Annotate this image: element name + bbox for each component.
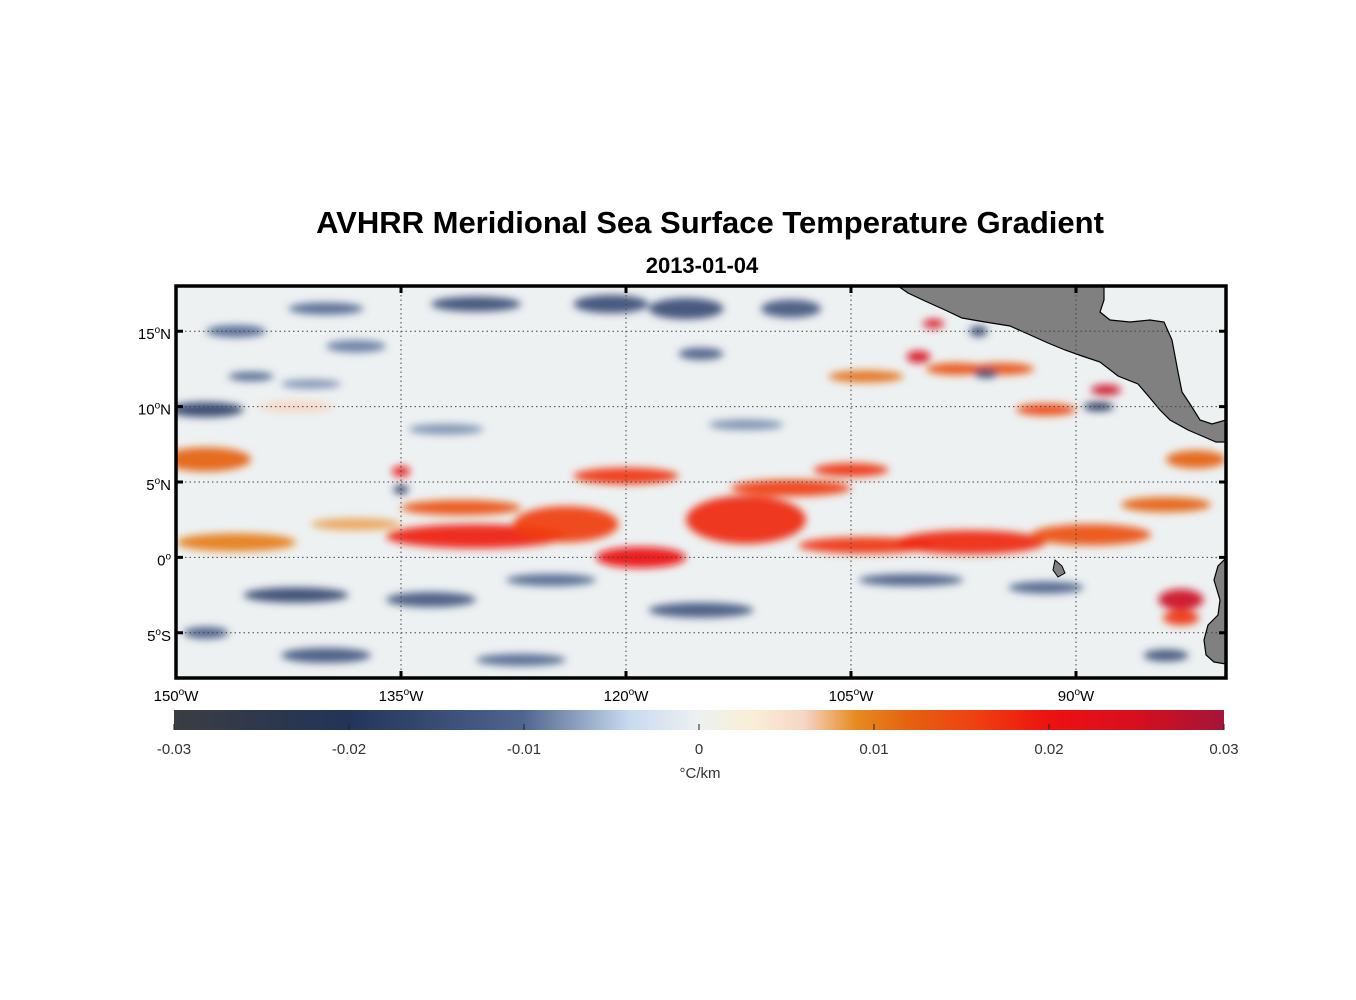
gradient-feature	[1166, 450, 1226, 469]
gradient-feature	[828, 370, 904, 383]
gradient-feature	[974, 368, 998, 378]
gradient-feature	[678, 347, 724, 360]
gradient-feature	[506, 573, 596, 587]
gradient-feature	[648, 602, 754, 618]
colorbar-tick-label: -0.01	[507, 741, 541, 758]
gradient-feature	[1008, 581, 1084, 594]
gradient-feature	[243, 587, 349, 603]
gradient-feature	[708, 419, 784, 430]
gradient-feature	[1163, 610, 1199, 626]
lon-tick-label: 105oW	[829, 687, 875, 705]
colorbar-tick-label: 0.03	[1209, 741, 1238, 758]
south-america-land	[1203, 557, 1226, 665]
lon-tick-label: 120oW	[604, 687, 650, 705]
colorbar-label: °C/km	[680, 765, 721, 782]
lat-tick-label: 0o	[157, 551, 171, 569]
gradient-feature	[311, 518, 401, 531]
gradient-feature	[858, 573, 964, 587]
galapagos-islands	[1052, 559, 1066, 578]
colorbar-tick-label: 0.02	[1034, 741, 1063, 758]
lat-tick-label: 10oN	[138, 401, 171, 419]
gradient-feature	[386, 592, 476, 608]
gradient-feature	[408, 423, 484, 435]
gradient-feature	[228, 371, 274, 381]
gradient-feature	[731, 479, 851, 497]
gradient-feature	[648, 298, 724, 320]
gradient-feature	[176, 533, 296, 552]
gradient-feature	[326, 340, 386, 353]
lat-tick-label: 5oN	[146, 476, 171, 494]
lon-tick-label: 150oW	[154, 687, 200, 705]
gradient-feature	[573, 295, 649, 314]
colorbar: -0.03 -0.02 -0.01 0 0.01 0.02 0.03 °C/km	[157, 710, 1239, 782]
gradient-feature	[258, 400, 334, 413]
gradient-feature	[183, 626, 229, 639]
gradient-feature	[906, 350, 931, 363]
gradient-feature	[476, 653, 566, 666]
central-america-land	[896, 286, 1226, 443]
gradient-feature	[513, 506, 619, 543]
colorbar-tick-label: 0	[695, 741, 703, 758]
gradient-feature	[431, 296, 521, 312]
gradient-feature	[1143, 649, 1189, 662]
gradient-feature	[686, 495, 806, 544]
latitude-tick-labels: 15oN 10oN 5oN 0o 5oS	[138, 325, 1226, 645]
colorbar-tick-label: 0.01	[859, 741, 888, 758]
gradient-feature	[1158, 589, 1204, 611]
longitude-tick-labels: 150oW 135oW 120oW 105oW 90oW	[154, 286, 1095, 705]
gradient-feature	[761, 299, 821, 318]
gradient-feature	[926, 362, 986, 375]
map-area	[176, 286, 1226, 678]
map-subtitle: 2013-01-04	[645, 253, 759, 278]
gradient-feature	[813, 463, 889, 477]
gradient-feature	[896, 530, 1046, 555]
gradient-feature	[176, 447, 251, 472]
map-title: AVHRR Meridional Sea Surface Temperature…	[316, 205, 1104, 240]
gradient-feature	[288, 302, 364, 315]
land-masses	[896, 286, 1226, 665]
gradient-feature	[1016, 403, 1076, 416]
lon-tick-label: 135oW	[379, 687, 425, 705]
gradient-feature	[1031, 524, 1151, 546]
gradient-feature	[401, 500, 521, 516]
gradient-feature	[281, 647, 371, 663]
gradient-feature	[1121, 497, 1211, 513]
colorbar-ticks: -0.03 -0.02 -0.01 0 0.01 0.02 0.03	[157, 724, 1239, 758]
gradient-field	[176, 295, 1226, 666]
gradient-feature	[176, 402, 244, 418]
lat-tick-label: 15oN	[138, 325, 171, 343]
gradient-feature	[281, 379, 341, 389]
gradient-feature	[923, 319, 944, 329]
lon-tick-label: 90oW	[1058, 687, 1095, 705]
colorbar-tick-label: -0.02	[332, 741, 366, 758]
lat-tick-label: 5oS	[147, 627, 171, 645]
gradient-feature	[1091, 384, 1121, 396]
colorbar-tick-label: -0.03	[157, 741, 191, 758]
colorbar-ramp	[174, 710, 1224, 730]
